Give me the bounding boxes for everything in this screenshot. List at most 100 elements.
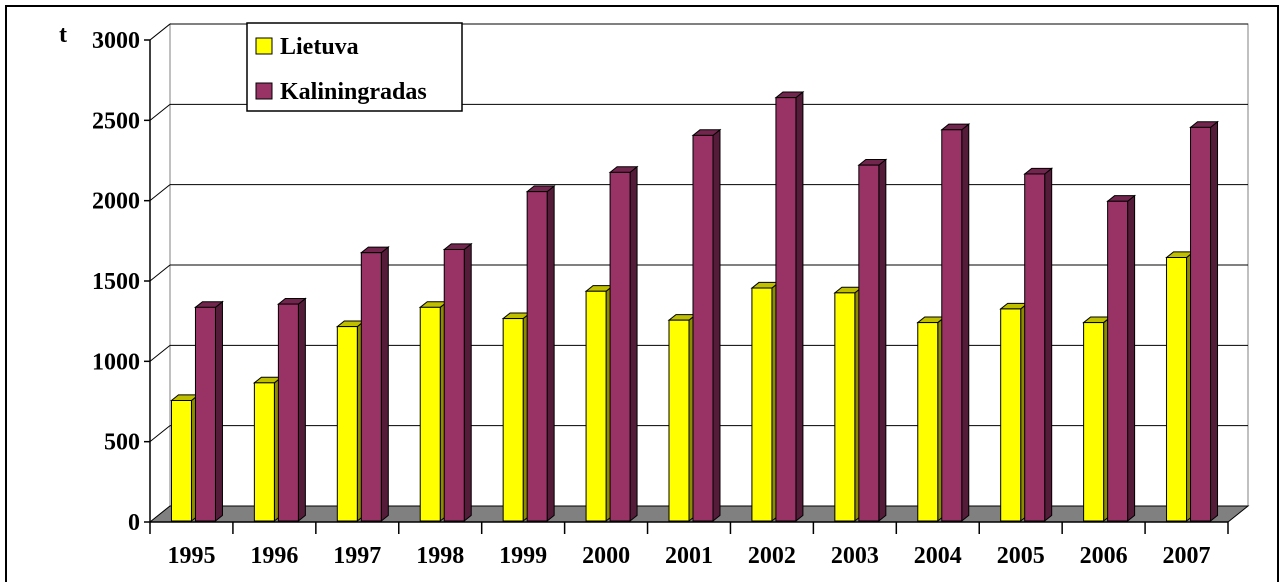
bar-side — [795, 91, 804, 523]
bar-front — [502, 318, 524, 522]
bar-lietuva-1997 — [335, 319, 366, 523]
y-tick-label: 2500 — [92, 108, 140, 134]
bar-kaliningradas-1996 — [276, 297, 307, 523]
bar-front — [941, 129, 963, 522]
bar-front — [419, 306, 441, 522]
bar-kaliningradas-2000 — [608, 165, 639, 523]
bar-lietuva-2007 — [1165, 250, 1195, 523]
x-tick-label: 2003 — [831, 543, 879, 569]
legend-swatch-lietuva — [255, 37, 273, 55]
bar-kaliningradas-2005 — [1023, 167, 1054, 523]
bar-front — [585, 290, 607, 522]
x-tick-label: 2004 — [914, 543, 962, 569]
gridline-side — [149, 103, 171, 121]
x-tick-label: 1996 — [250, 543, 298, 569]
bar-front — [917, 322, 939, 522]
bar-front — [170, 400, 192, 522]
bar-front — [751, 287, 773, 522]
y-tick-label: 0 — [128, 510, 140, 536]
x-tick-label: 2005 — [997, 543, 1045, 569]
bar-side — [1210, 120, 1219, 523]
x-tick-label: 2002 — [748, 543, 796, 569]
y-tick-label: 500 — [104, 430, 140, 456]
bar-kaliningradas-2006 — [1106, 194, 1137, 523]
gridline-side — [149, 425, 171, 443]
bar-front — [360, 252, 382, 522]
bar-kaliningradas-1997 — [359, 246, 390, 523]
bar-side — [1127, 194, 1136, 523]
bar-lietuva-2001 — [667, 313, 698, 523]
bar-kaliningradas-2001 — [691, 128, 722, 523]
bar-lietuva-2000 — [584, 284, 615, 523]
bar-lietuva-1996 — [252, 376, 283, 523]
bar-side — [380, 246, 389, 523]
x-tick-label: 1997 — [333, 543, 381, 569]
gridline-side — [149, 184, 171, 202]
x-tick-label: 2006 — [1080, 543, 1128, 569]
legend: Lietuva Kaliningradas — [246, 22, 463, 112]
bars — [170, 91, 1219, 523]
x-tick-label: 2007 — [1163, 543, 1211, 569]
bar-front — [1024, 173, 1046, 522]
y-tick-label: 1000 — [92, 349, 140, 375]
bar-front — [834, 292, 856, 522]
bar-side — [712, 128, 721, 523]
bar-lietuva-1998 — [418, 300, 449, 523]
x-tick-label: 2000 — [582, 543, 630, 569]
bar-front — [775, 97, 797, 522]
bar-side — [878, 158, 887, 523]
x-tick-label: 2001 — [665, 543, 713, 569]
gridline-side — [149, 264, 171, 282]
bar-side — [629, 165, 638, 523]
bar-lietuva-2005 — [999, 302, 1030, 523]
bar-kaliningradas-2004 — [940, 123, 971, 523]
bar-front — [443, 248, 465, 522]
bar-side — [214, 300, 223, 523]
bar-kaliningradas-1999 — [525, 184, 556, 523]
bar-kaliningradas-2002 — [774, 91, 805, 523]
x-tick-label: 1998 — [416, 543, 464, 569]
legend-label-kaliningradas: Kaliningradas — [280, 79, 427, 105]
legend-swatch-kaliningradas — [255, 82, 273, 100]
bar-lietuva-2002 — [750, 281, 781, 523]
legend-box — [246, 22, 463, 112]
bar-front — [253, 382, 275, 522]
gridline-side — [149, 344, 171, 362]
bar-front — [1190, 126, 1212, 522]
y-tick-label: 3000 — [92, 28, 140, 54]
bar-lietuva-1999 — [501, 311, 532, 523]
bar-kaliningradas-1995 — [194, 300, 224, 523]
bar-lietuva-1995 — [170, 393, 200, 523]
bar-lietuva-2006 — [1082, 315, 1113, 523]
bar-kaliningradas-2003 — [857, 158, 888, 523]
bar-side — [297, 297, 306, 523]
bar-front — [1000, 308, 1022, 522]
bar-front — [1166, 257, 1188, 522]
bar-side — [546, 184, 555, 523]
legend-label-lietuva: Lietuva — [280, 34, 359, 60]
y-tick-label: 1500 — [92, 269, 140, 295]
x-axis-ticks: 1995 1996 1997 1998 1999 2000 2001 2002 2003 2004… — [149, 522, 1229, 569]
bar-front — [336, 326, 358, 522]
bar-front — [692, 134, 714, 522]
y-axis-ticks: 0 500 1000 1500 2000 2500 3000 — [92, 28, 150, 536]
x-tick-label: 1995 — [167, 543, 215, 569]
bar-front — [1083, 322, 1105, 522]
bar-lietuva-2004 — [916, 315, 947, 523]
bar-front — [526, 191, 548, 522]
bar-side — [1044, 167, 1053, 523]
gridline-side — [149, 23, 171, 41]
y-tick-label: 2000 — [92, 189, 140, 215]
y-axis-label: t — [59, 22, 67, 48]
bar-kaliningradas-2007 — [1189, 120, 1219, 523]
x-tick-label: 1999 — [499, 543, 547, 569]
bar-front — [194, 306, 216, 522]
bar-front — [277, 303, 299, 522]
bar-lietuva-2003 — [833, 286, 864, 523]
bar-kaliningradas-1998 — [442, 242, 473, 523]
bar-side — [961, 123, 970, 523]
bar-front — [668, 319, 690, 522]
bar-side — [463, 242, 472, 523]
bar-front — [1107, 200, 1129, 522]
